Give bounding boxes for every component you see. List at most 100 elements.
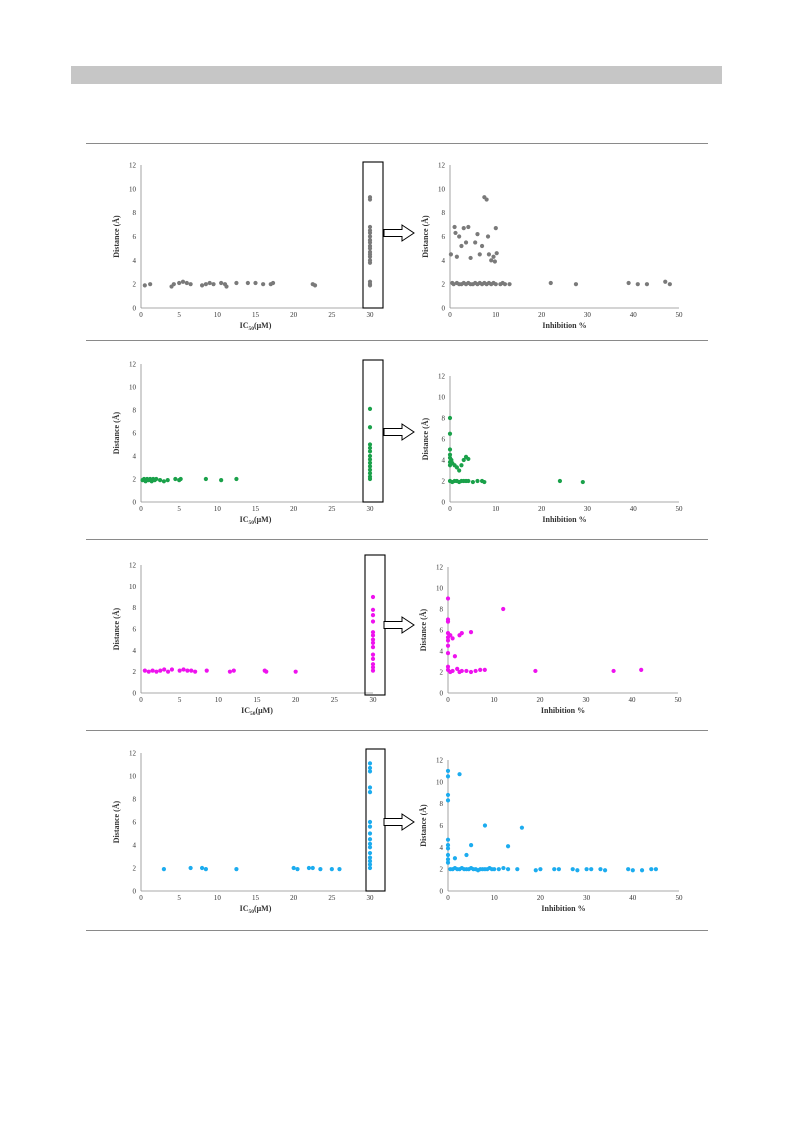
x-tick-label: 40: [629, 894, 637, 902]
y-tick-label: 6: [442, 436, 446, 444]
data-point: [219, 478, 224, 483]
y-tick-label: 8: [442, 209, 446, 217]
y-tick-label: 6: [440, 627, 444, 635]
data-point: [447, 447, 453, 452]
data-point: [367, 476, 373, 482]
divider-line: [86, 143, 708, 144]
y-tick-label: 0: [440, 888, 444, 896]
x-tick-label: 50: [676, 505, 684, 513]
data-point: [468, 255, 473, 261]
data-point: [454, 254, 459, 259]
data-point: [367, 240, 373, 245]
x-tick-label: 0: [139, 696, 143, 704]
data-point: [370, 637, 376, 642]
y-tick-label: 12: [436, 564, 444, 572]
data-point: [169, 667, 175, 672]
data-point: [450, 636, 455, 641]
data-point: [367, 406, 373, 411]
data-point: [367, 850, 373, 856]
data-point: [162, 667, 167, 672]
y-tick-label: 0: [133, 499, 137, 507]
data-point: [457, 234, 462, 239]
x-tick-label: 5: [178, 696, 182, 704]
data-point: [445, 852, 451, 858]
data-point: [644, 282, 650, 287]
data-point: [204, 668, 209, 673]
data-point: [667, 282, 672, 287]
data-point: [367, 765, 373, 771]
data-point: [161, 867, 166, 872]
data-point: [367, 790, 373, 795]
data-point: [452, 856, 458, 861]
data-point: [452, 224, 457, 230]
data-point: [473, 240, 478, 245]
data-point: [370, 613, 376, 618]
y-tick-label: 6: [440, 822, 444, 830]
data-point: [459, 631, 464, 636]
data-point: [649, 867, 654, 872]
y-tick-label: 2: [133, 865, 137, 873]
data-point: [370, 662, 376, 667]
y-tick-label: 6: [442, 233, 446, 241]
x-tick-label: 30: [367, 894, 375, 902]
data-point: [367, 442, 373, 447]
data-point: [466, 478, 471, 484]
data-point: [469, 843, 474, 848]
data-point: [310, 865, 315, 871]
data-point: [575, 868, 580, 873]
data-point: [445, 837, 451, 842]
data-point: [448, 633, 453, 638]
data-point: [491, 254, 496, 259]
x-axis-label: Inhibition %: [541, 706, 585, 715]
x-tick-label: 30: [367, 311, 375, 319]
y-tick-label: 0: [440, 690, 444, 698]
data-point: [234, 476, 239, 482]
data-point: [482, 667, 487, 673]
data-point: [203, 476, 208, 482]
data-point: [570, 867, 575, 872]
scatter-chart-panel-3-right: 0 2 4 6 8 10 12 0 10 20 30 40 50 Inhibition % Distance…: [419, 564, 682, 716]
data-point: [486, 252, 492, 257]
y-tick-label: 10: [438, 185, 446, 193]
data-point: [367, 837, 373, 842]
data-point: [573, 282, 579, 287]
data-point: [173, 476, 178, 482]
y-tick-label: 2: [440, 669, 444, 677]
x-tick-label: 0: [139, 894, 143, 902]
scatter-chart-panel-3-left: 0 2 4 6 8 10 12 0 5 10 15 20 25 30 IC50(μM) Distance (Å…: [112, 562, 377, 718]
divider-line: [86, 930, 708, 931]
data-point: [261, 282, 266, 287]
y-tick-label: 12: [129, 162, 137, 170]
x-tick-label: 10: [214, 311, 222, 319]
data-point: [329, 867, 334, 872]
data-point: [161, 479, 166, 484]
data-point: [165, 478, 170, 483]
data-point: [270, 280, 276, 286]
x-tick-label: 10: [491, 894, 499, 902]
data-point: [224, 284, 229, 289]
data-point: [367, 845, 373, 850]
data-point: [367, 453, 373, 459]
scatter-chart-panel-4-right: 0 2 4 6 8 10 12 0 10 20 30 40 50 Inhibition % Distance…: [419, 757, 683, 914]
x-tick-label: 10: [214, 894, 222, 902]
data-point: [457, 468, 462, 473]
data-point: [515, 867, 520, 872]
data-point: [177, 280, 182, 286]
data-point: [461, 457, 466, 463]
data-point: [367, 283, 373, 288]
data-point: [445, 664, 451, 669]
data-point: [505, 867, 511, 872]
data-point: [477, 252, 482, 257]
y-tick-label: 2: [133, 281, 137, 289]
data-point: [370, 656, 376, 661]
x-tick-label: 20: [538, 311, 546, 319]
x-tick-label: 50: [676, 894, 684, 902]
data-point: [494, 251, 499, 256]
data-point: [475, 478, 480, 484]
x-tick-label: 25: [328, 311, 336, 319]
data-point: [171, 282, 176, 287]
data-point: [245, 280, 250, 286]
y-axis-label: Distance (Å): [419, 804, 428, 847]
scatter-chart-panel-4-left: 0 2 4 6 8 10 12 0 5 10 15 20 25 30 IC50(μM) Distance (Å…: [112, 750, 374, 916]
